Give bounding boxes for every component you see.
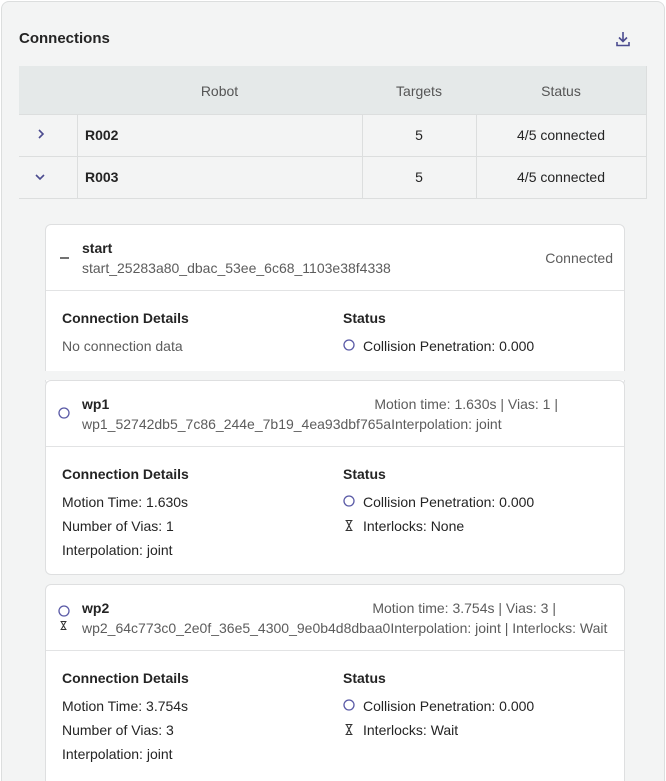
detail-line: Interpolation: joint: [62, 542, 173, 558]
status-line: Collision Penetration: 0.000: [363, 494, 535, 510]
target-id: start_25283a80_dbac_53ee_6c68_1103e38f43…: [82, 260, 391, 276]
target-card: start start_25283a80_dbac_53ee_6c68_1103…: [45, 224, 625, 386]
target-name: wp1: [82, 396, 110, 412]
expand-cell[interactable]: [19, 114, 78, 157]
column-header: Status: [541, 83, 581, 99]
status-line: Collision Penetration: 0.000: [363, 698, 535, 714]
target-summary: Motion time: 1.630s | Vias: 1 |: [374, 396, 558, 412]
gap: [2, 371, 664, 380]
separator: [46, 650, 624, 651]
robot-name: R002: [85, 127, 119, 143]
details-heading: Connection Details: [62, 670, 189, 686]
circle-icon: [58, 407, 70, 419]
status-heading: Status: [343, 670, 386, 686]
circle-icon: [343, 699, 355, 711]
hourglass-icon: [345, 723, 353, 736]
target-name: wp2: [82, 600, 110, 616]
circle-icon: [343, 339, 355, 351]
target-summary: Connected: [545, 250, 613, 266]
target-card: wp1 Motion time: 1.630s | Vias: 1 | wp1_…: [45, 380, 625, 575]
circle-icon: [343, 495, 355, 507]
column-header: Targets: [396, 83, 442, 99]
header-cell: Robot: [77, 66, 363, 115]
status-line: Collision Penetration: 0.000: [363, 338, 535, 354]
panel-title: Connections: [19, 30, 110, 47]
robot-name: R003: [85, 169, 119, 185]
header-cell: Status: [476, 66, 647, 115]
target-id: wp2_64c773c0_2e0f_36e5_4300_9e0b4d8dbaa0: [82, 620, 391, 636]
header-cell: [19, 66, 78, 115]
detail-line: No connection data: [62, 338, 183, 354]
expand-cell[interactable]: [19, 156, 78, 199]
download-button[interactable]: [614, 30, 632, 48]
target-summary-continued: Interpolation: joint | Interlocks: Wait: [390, 620, 608, 636]
target-summary-continued: Interpolation: joint: [391, 416, 502, 432]
status-line: Interlocks: None: [363, 518, 465, 534]
detail-line: Motion Time: 1.630s: [62, 494, 189, 510]
hourglass-icon: [345, 519, 353, 532]
separator: [46, 446, 624, 447]
header-cell: Targets: [362, 66, 477, 115]
detail-line: Number of Vias: 1: [62, 518, 174, 534]
status-heading: Status: [343, 310, 386, 326]
detail-line: Number of Vias: 3: [62, 722, 174, 738]
chevron-down[interactable]: [34, 172, 46, 182]
collapse-icon[interactable]: [60, 257, 70, 259]
targets-count: 5: [415, 169, 423, 185]
chevron-right[interactable]: [36, 128, 46, 140]
hourglass-icon: [60, 621, 67, 630]
column-header: Robot: [200, 83, 239, 99]
target-id: wp1_52742db5_7c86_244e_7b19_4ea93dbf765a: [82, 416, 392, 432]
details-heading: Connection Details: [62, 466, 189, 482]
target-name: start: [82, 240, 113, 256]
circle-icon: [58, 605, 70, 617]
detail-line: Interpolation: joint: [62, 746, 173, 762]
robot-status: 4/5 connected: [517, 127, 605, 143]
target-summary: Motion time: 3.754s | Vias: 3 |: [372, 600, 556, 616]
separator: [46, 290, 624, 291]
status-heading: Status: [343, 466, 386, 482]
detail-line: Motion Time: 3.754s: [62, 698, 189, 714]
details-heading: Connection Details: [62, 310, 189, 326]
targets-count: 5: [415, 127, 423, 143]
robot-status: 4/5 connected: [517, 169, 605, 185]
status-line: Interlocks: Wait: [363, 722, 459, 738]
target-card: wp2 Motion time: 3.754s | Vias: 3 | wp2_…: [45, 584, 625, 781]
